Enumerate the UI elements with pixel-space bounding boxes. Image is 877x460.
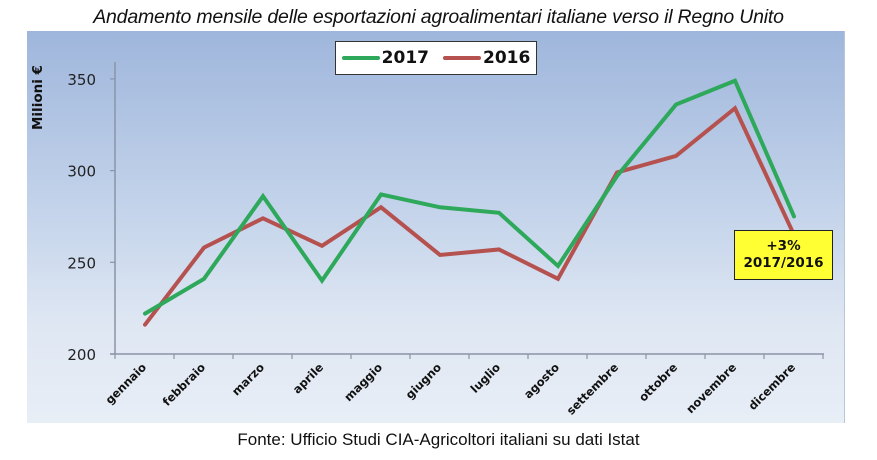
growth-annotation-box: +3% 2017/2016 <box>734 230 833 280</box>
x-tick-label: maggio <box>341 360 385 404</box>
y-tick-label: 350 <box>67 71 96 89</box>
y-axis-label: Milioni € <box>30 65 46 130</box>
series-line-2017 <box>143 78 796 316</box>
x-tick-label: luglio <box>468 360 504 396</box>
source-note: Fonte: Ufficio Studi CIA-Agricoltori ita… <box>237 430 640 449</box>
x-tick-label: ottobre <box>636 360 680 404</box>
x-tick-label: giugno <box>403 360 445 402</box>
legend-swatch-2017 <box>341 56 380 60</box>
series-line-2016 <box>143 105 796 327</box>
growth-period: 2017/2016 <box>743 255 824 271</box>
x-tick-label: novembre <box>683 360 739 416</box>
legend-label-2017: 2017 <box>381 48 429 68</box>
y-tick-label: 200 <box>67 346 96 364</box>
legend-item-2017: 2017 <box>341 48 429 68</box>
legend-label-2016: 2016 <box>483 48 531 68</box>
x-tick-label: settembre <box>564 360 622 418</box>
growth-percent: +3% <box>766 238 801 254</box>
chart-legend: 2017 2016 <box>335 41 537 75</box>
x-tick-label: dicembre <box>745 360 798 413</box>
chart-title: Andamento mensile delle esportazioni agr… <box>93 6 784 28</box>
x-tick-label: agosto <box>521 360 562 401</box>
legend-swatch-2016 <box>443 56 481 60</box>
legend-item-2016: 2016 <box>443 48 530 68</box>
chart-area <box>27 31 845 423</box>
x-tick-label: aprile <box>290 360 326 396</box>
x-tick-label: febbraio <box>160 360 209 409</box>
x-tick-label: gennaio <box>102 360 149 407</box>
y-tick-label: 300 <box>67 163 96 181</box>
x-tick-label: marzo <box>229 360 267 398</box>
y-tick-label: 250 <box>67 254 96 272</box>
